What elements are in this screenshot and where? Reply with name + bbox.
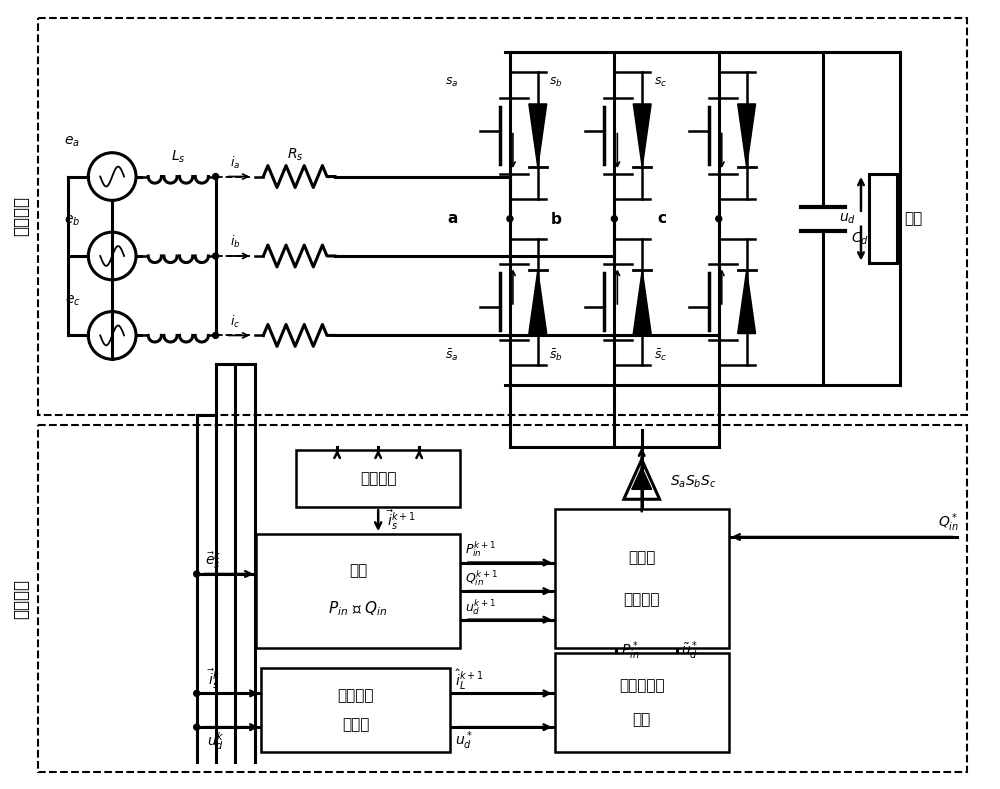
Text: $\vec{e}_s^k$: $\vec{e}_s^k$ bbox=[205, 549, 221, 571]
Bar bbox=[296, 450, 460, 507]
Text: $Q_{in}^*$: $Q_{in}^*$ bbox=[938, 512, 959, 534]
Bar bbox=[256, 534, 460, 649]
Text: 计算: 计算 bbox=[633, 712, 651, 727]
Circle shape bbox=[611, 215, 617, 222]
Text: 负载: 负载 bbox=[905, 211, 923, 226]
Polygon shape bbox=[738, 271, 756, 334]
Text: $s_a$: $s_a$ bbox=[445, 76, 458, 89]
Text: $\vec{i}_s^k$: $\vec{i}_s^k$ bbox=[207, 667, 220, 691]
Circle shape bbox=[716, 215, 722, 222]
Text: $\mathbf{a}$: $\mathbf{a}$ bbox=[447, 211, 458, 226]
Text: $u_d^*$: $u_d^*$ bbox=[455, 730, 473, 753]
Text: $i_c$: $i_c$ bbox=[230, 313, 241, 330]
Text: $e_a$: $e_a$ bbox=[64, 134, 80, 149]
Circle shape bbox=[213, 332, 219, 338]
Circle shape bbox=[194, 690, 200, 697]
Text: $C_d$: $C_d$ bbox=[851, 230, 869, 247]
Text: $i_b$: $i_b$ bbox=[230, 234, 241, 250]
Text: 最小化: 最小化 bbox=[628, 551, 655, 566]
Text: $\bar{s}_a$: $\bar{s}_a$ bbox=[445, 347, 458, 363]
Text: $u_d^{k+1}$: $u_d^{k+1}$ bbox=[465, 597, 496, 616]
Text: 预测: 预测 bbox=[349, 563, 367, 578]
Text: $\bar{s}_b$: $\bar{s}_b$ bbox=[549, 347, 563, 363]
Text: $L_s$: $L_s$ bbox=[171, 148, 186, 165]
Circle shape bbox=[194, 571, 200, 577]
Bar bbox=[869, 174, 897, 264]
Circle shape bbox=[213, 253, 219, 259]
Circle shape bbox=[213, 174, 219, 180]
Text: $s_c$: $s_c$ bbox=[654, 76, 667, 89]
Circle shape bbox=[194, 724, 200, 730]
Polygon shape bbox=[632, 467, 652, 489]
Text: 模型预测: 模型预测 bbox=[360, 471, 396, 486]
Text: $\vec{i}_s^{k+1}$: $\vec{i}_s^{k+1}$ bbox=[386, 509, 416, 533]
Text: $P_{in}^{k+1}$: $P_{in}^{k+1}$ bbox=[465, 540, 496, 559]
Text: $R_s$: $R_s$ bbox=[287, 147, 303, 163]
Bar bbox=[38, 424, 967, 772]
Text: 控制系统: 控制系统 bbox=[12, 578, 30, 619]
Text: $u_d$: $u_d$ bbox=[839, 211, 856, 226]
Circle shape bbox=[507, 215, 513, 222]
Polygon shape bbox=[633, 104, 651, 167]
Polygon shape bbox=[738, 104, 756, 167]
Text: $i_a$: $i_a$ bbox=[230, 155, 241, 170]
Text: 瞬时给定值: 瞬时给定值 bbox=[619, 679, 665, 694]
Bar bbox=[555, 509, 729, 649]
Text: $\bar{s}_c$: $\bar{s}_c$ bbox=[654, 347, 667, 363]
Text: 观测器: 观测器 bbox=[342, 717, 369, 732]
Text: 整流系统: 整流系统 bbox=[12, 196, 30, 236]
Text: $\mathbf{c}$: $\mathbf{c}$ bbox=[657, 211, 667, 226]
Text: $u_d^k$: $u_d^k$ bbox=[207, 730, 224, 752]
Bar bbox=[38, 17, 967, 415]
Text: $P_{in}$ 和 $Q_{in}$: $P_{in}$ 和 $Q_{in}$ bbox=[328, 599, 388, 618]
Text: $Q_{in}^{k+1}$: $Q_{in}^{k+1}$ bbox=[465, 568, 498, 588]
Polygon shape bbox=[529, 104, 547, 167]
Polygon shape bbox=[529, 271, 547, 334]
Bar bbox=[555, 653, 729, 753]
Text: 代价函数: 代价函数 bbox=[623, 592, 660, 607]
Text: $\hat{i}_L^{k+1}$: $\hat{i}_L^{k+1}$ bbox=[455, 667, 484, 692]
Text: $\mathbf{b}$: $\mathbf{b}$ bbox=[550, 211, 563, 226]
Text: 负载电流: 负载电流 bbox=[338, 689, 374, 704]
Text: $\tilde{u}_d^*$: $\tilde{u}_d^*$ bbox=[681, 639, 699, 662]
Text: $e_b$: $e_b$ bbox=[64, 214, 80, 228]
Text: $P_{in}^*$: $P_{in}^*$ bbox=[621, 639, 639, 662]
Text: $e_c$: $e_c$ bbox=[65, 294, 80, 308]
Text: $s_b$: $s_b$ bbox=[549, 76, 563, 89]
Bar bbox=[261, 668, 450, 753]
Text: $S_a S_b S_c$: $S_a S_b S_c$ bbox=[670, 473, 716, 490]
Polygon shape bbox=[633, 271, 651, 334]
